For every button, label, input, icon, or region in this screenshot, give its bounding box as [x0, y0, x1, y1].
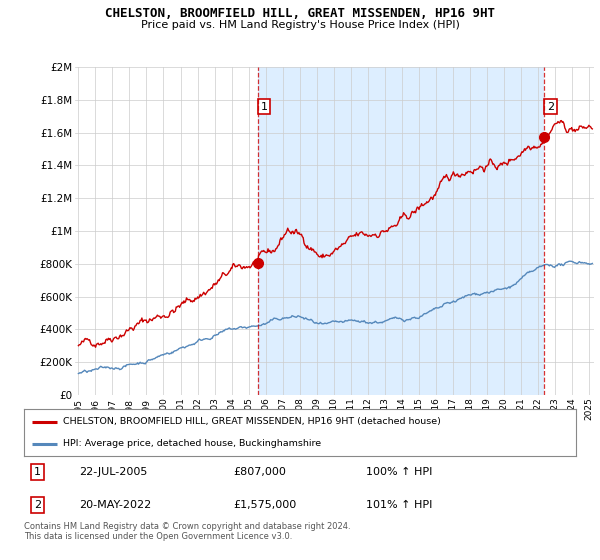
Text: £807,000: £807,000 — [234, 467, 287, 477]
Text: 22-JUL-2005: 22-JUL-2005 — [79, 467, 148, 477]
Text: 2: 2 — [34, 500, 41, 510]
Text: £1,575,000: £1,575,000 — [234, 500, 297, 510]
Text: 1: 1 — [260, 101, 268, 111]
Text: This data is licensed under the Open Government Licence v3.0.: This data is licensed under the Open Gov… — [24, 532, 292, 541]
Text: Price paid vs. HM Land Registry's House Price Index (HPI): Price paid vs. HM Land Registry's House … — [140, 20, 460, 30]
Text: 101% ↑ HPI: 101% ↑ HPI — [366, 500, 433, 510]
Text: 1: 1 — [34, 467, 41, 477]
Bar — [258, 67, 544, 395]
Text: 100% ↑ HPI: 100% ↑ HPI — [366, 467, 433, 477]
Text: HPI: Average price, detached house, Buckinghamshire: HPI: Average price, detached house, Buck… — [62, 439, 321, 448]
Text: CHELSTON, BROOMFIELD HILL, GREAT MISSENDEN, HP16 9HT (detached house): CHELSTON, BROOMFIELD HILL, GREAT MISSEND… — [62, 417, 440, 426]
Text: 2: 2 — [547, 101, 554, 111]
Text: Contains HM Land Registry data © Crown copyright and database right 2024.: Contains HM Land Registry data © Crown c… — [24, 522, 350, 531]
Text: CHELSTON, BROOMFIELD HILL, GREAT MISSENDEN, HP16 9HT: CHELSTON, BROOMFIELD HILL, GREAT MISSEND… — [105, 7, 495, 20]
Text: 20-MAY-2022: 20-MAY-2022 — [79, 500, 151, 510]
